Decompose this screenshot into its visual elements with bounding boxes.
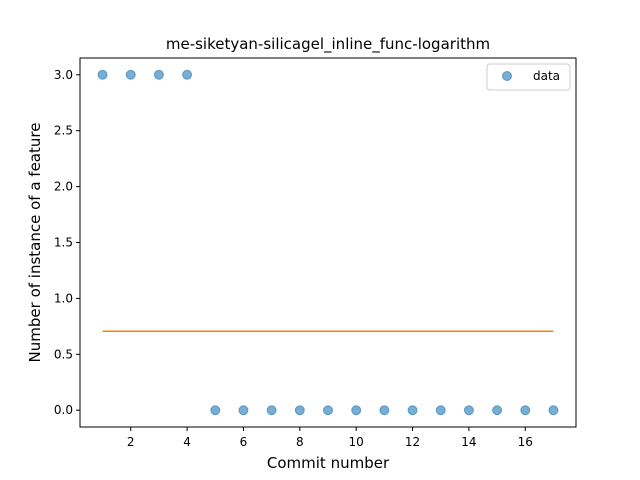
- plot-content: [97, 69, 559, 416]
- y-tick-label: 0.5: [54, 347, 73, 361]
- y-tick-label: 1.0: [54, 291, 73, 305]
- data-point: [520, 405, 531, 416]
- x-axis-label: Commit number: [267, 454, 390, 472]
- data-point: [492, 405, 503, 416]
- y-axis-label: Number of instance of a feature: [26, 123, 44, 363]
- legend-box: [486, 63, 571, 91]
- data-point: [294, 405, 305, 416]
- data-point: [407, 405, 418, 416]
- data-point: [323, 405, 333, 416]
- data-point: [548, 405, 559, 416]
- data-point: [182, 69, 193, 80]
- data-point: [125, 69, 136, 80]
- data-point: [266, 405, 277, 416]
- y-axis-ticks: 0.0 0.5 1.0 1.5 2.0 2.5 3.0: [54, 68, 80, 417]
- data-point: [97, 69, 108, 80]
- x-tick-label: 12: [405, 435, 420, 449]
- data-point: [210, 405, 221, 416]
- x-axis-ticks: 2 4 6 8 10 12 14 16: [127, 427, 533, 449]
- x-tick-label: 10: [349, 435, 364, 449]
- data-point: [153, 69, 164, 80]
- data-point: [351, 405, 362, 416]
- x-tick-label: 6: [240, 435, 248, 449]
- legend: data: [486, 63, 571, 91]
- y-tick-label: 2.5: [54, 124, 73, 138]
- data-point: [379, 405, 390, 416]
- y-tick-label: 0.0: [54, 403, 73, 417]
- chart-title: me-siketyan-silicagel_inline_func-logari…: [166, 35, 490, 54]
- legend-marker-data: [502, 71, 512, 81]
- x-tick-label: 4: [183, 435, 191, 449]
- legend-label-data: data: [533, 69, 560, 83]
- data-point: [463, 405, 474, 416]
- x-tick-label: 14: [461, 435, 476, 449]
- x-tick-label: 2: [127, 435, 135, 449]
- x-tick-label: 8: [296, 435, 304, 449]
- data-point: [238, 405, 249, 416]
- x-tick-label: 16: [518, 435, 533, 449]
- data-point: [435, 405, 446, 416]
- y-tick-label: 2.0: [54, 180, 73, 194]
- y-tick-label: 3.0: [54, 68, 73, 82]
- y-tick-label: 1.5: [54, 236, 73, 250]
